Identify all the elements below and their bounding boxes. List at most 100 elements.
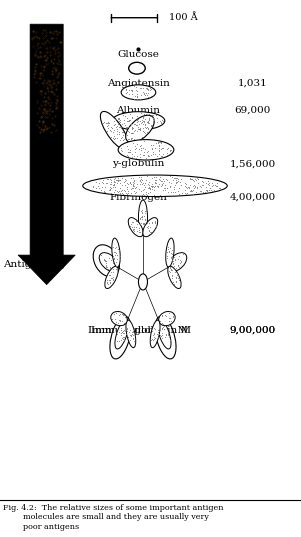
- Point: [172, 255, 177, 264]
- Point: [146, 115, 151, 124]
- Point: [167, 246, 172, 255]
- Point: [114, 263, 119, 271]
- Point: [203, 187, 208, 196]
- Point: [109, 127, 113, 135]
- Point: [128, 331, 132, 339]
- Point: [103, 119, 108, 127]
- Point: [136, 123, 141, 132]
- Point: [104, 279, 109, 287]
- Point: [117, 337, 122, 346]
- Point: [142, 219, 147, 227]
- Point: [154, 111, 158, 120]
- Point: [107, 278, 112, 286]
- Point: [143, 124, 148, 132]
- Point: [157, 191, 162, 199]
- Point: [167, 314, 172, 323]
- Point: [178, 175, 183, 183]
- Ellipse shape: [112, 238, 120, 267]
- Ellipse shape: [138, 274, 147, 290]
- Point: [172, 173, 176, 182]
- Point: [139, 172, 144, 181]
- Point: [131, 124, 136, 132]
- Point: [106, 119, 111, 128]
- Point: [123, 326, 127, 335]
- Point: [120, 120, 125, 128]
- Point: [162, 184, 167, 192]
- Point: [121, 327, 126, 336]
- Point: [163, 330, 168, 339]
- Point: [194, 184, 199, 193]
- Point: [165, 143, 170, 152]
- Point: [113, 309, 118, 317]
- Point: [105, 175, 110, 184]
- Point: [167, 248, 172, 256]
- Point: [120, 310, 125, 318]
- Point: [170, 245, 175, 254]
- Text: 9,00,000: 9,00,000: [230, 326, 276, 335]
- Point: [142, 122, 147, 131]
- Point: [121, 136, 126, 144]
- Point: [145, 124, 150, 132]
- Point: [214, 182, 219, 190]
- Point: [201, 178, 206, 186]
- Point: [121, 329, 126, 337]
- Point: [99, 183, 104, 191]
- Point: [141, 117, 146, 126]
- Point: [150, 118, 155, 126]
- Point: [112, 188, 117, 197]
- Point: [141, 83, 146, 92]
- Point: [175, 178, 180, 186]
- Point: [107, 185, 112, 194]
- Text: Immunoglobulin M: Immunoglobulin M: [92, 326, 191, 335]
- Point: [119, 336, 124, 345]
- Point: [152, 182, 157, 190]
- Point: [183, 188, 188, 197]
- Point: [123, 322, 128, 331]
- Point: [125, 190, 130, 198]
- Point: [181, 250, 185, 259]
- Point: [137, 172, 142, 181]
- Point: [141, 124, 146, 133]
- Point: [124, 329, 129, 338]
- Point: [126, 145, 131, 154]
- Point: [126, 127, 131, 136]
- Point: [110, 274, 114, 282]
- Point: [178, 181, 183, 190]
- Point: [130, 218, 135, 227]
- Point: [105, 126, 110, 135]
- Point: [187, 184, 192, 192]
- Point: [132, 336, 136, 345]
- Point: [134, 222, 138, 231]
- Point: [145, 147, 150, 156]
- Point: [143, 206, 148, 215]
- Point: [143, 215, 147, 224]
- Point: [183, 179, 188, 187]
- Point: [123, 188, 128, 197]
- Point: [118, 176, 123, 185]
- Point: [144, 220, 148, 228]
- Point: [138, 84, 143, 93]
- Point: [156, 146, 161, 155]
- Point: [135, 117, 140, 125]
- Point: [149, 183, 154, 191]
- Point: [154, 173, 159, 182]
- Point: [167, 264, 172, 272]
- Point: [117, 118, 122, 127]
- Point: [141, 212, 146, 220]
- Point: [142, 150, 147, 159]
- Point: [160, 117, 165, 126]
- Point: [143, 130, 148, 139]
- Point: [110, 181, 115, 190]
- Point: [106, 121, 111, 129]
- Point: [117, 190, 122, 198]
- Point: [132, 184, 137, 192]
- Point: [167, 267, 172, 275]
- Point: [215, 182, 219, 190]
- Ellipse shape: [143, 217, 158, 237]
- Point: [198, 186, 203, 195]
- Ellipse shape: [138, 200, 147, 235]
- Point: [207, 186, 212, 195]
- Point: [134, 180, 139, 188]
- Point: [132, 126, 137, 135]
- Point: [111, 176, 116, 185]
